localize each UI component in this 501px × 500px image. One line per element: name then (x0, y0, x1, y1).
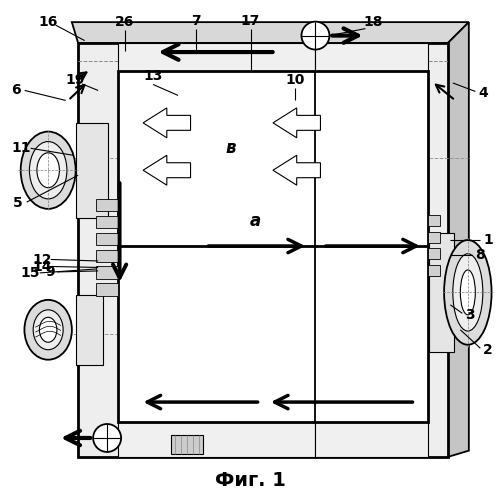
Text: 7: 7 (191, 14, 200, 28)
Ellipse shape (37, 153, 60, 188)
Bar (118, 70, 428, 422)
Text: 26: 26 (115, 14, 134, 28)
Bar (428, 232, 440, 242)
Bar (96, 198, 118, 211)
Text: 12: 12 (33, 253, 52, 267)
Text: 10: 10 (286, 74, 305, 88)
Circle shape (93, 424, 121, 452)
Bar (96, 266, 118, 279)
Text: 19: 19 (65, 74, 84, 88)
Bar (428, 265, 440, 276)
Bar (96, 232, 118, 245)
Text: в: в (225, 140, 236, 158)
Text: 1: 1 (483, 233, 492, 247)
Bar (96, 250, 118, 262)
Polygon shape (143, 108, 190, 138)
Ellipse shape (453, 254, 483, 331)
Text: 5: 5 (14, 196, 23, 209)
Bar (316, 422, 428, 457)
Ellipse shape (25, 300, 72, 360)
Polygon shape (72, 22, 469, 43)
Text: а: а (250, 212, 261, 230)
Circle shape (302, 22, 330, 50)
Ellipse shape (21, 132, 76, 209)
Text: 18: 18 (363, 14, 383, 28)
Ellipse shape (460, 270, 475, 315)
Text: 6: 6 (11, 84, 21, 98)
Ellipse shape (40, 318, 57, 342)
Text: 4: 4 (478, 86, 487, 100)
Polygon shape (143, 156, 190, 185)
Bar (96, 216, 118, 228)
Text: 3: 3 (465, 308, 475, 322)
Text: 14: 14 (33, 260, 52, 274)
Polygon shape (448, 22, 469, 457)
Text: 16: 16 (39, 14, 58, 28)
Bar (76, 123, 108, 218)
Bar (96, 284, 118, 296)
Bar (170, 436, 203, 454)
Text: 15: 15 (21, 266, 41, 280)
Text: 11: 11 (12, 141, 32, 155)
Ellipse shape (30, 142, 67, 199)
Text: Фиг. 1: Фиг. 1 (215, 472, 286, 490)
Text: 9: 9 (45, 266, 55, 280)
Bar (118, 422, 316, 457)
Bar (429, 232, 454, 352)
Text: 17: 17 (241, 14, 260, 28)
Bar (428, 215, 440, 226)
Bar (428, 248, 440, 260)
Bar (316, 43, 428, 70)
Polygon shape (273, 108, 321, 138)
Bar (78, 43, 448, 457)
Bar (76, 295, 103, 364)
Bar (118, 43, 316, 70)
Ellipse shape (33, 310, 63, 350)
Ellipse shape (444, 240, 491, 344)
Text: 2: 2 (483, 342, 492, 356)
Text: 13: 13 (143, 70, 163, 84)
Text: 8: 8 (475, 248, 485, 262)
Polygon shape (273, 156, 321, 185)
